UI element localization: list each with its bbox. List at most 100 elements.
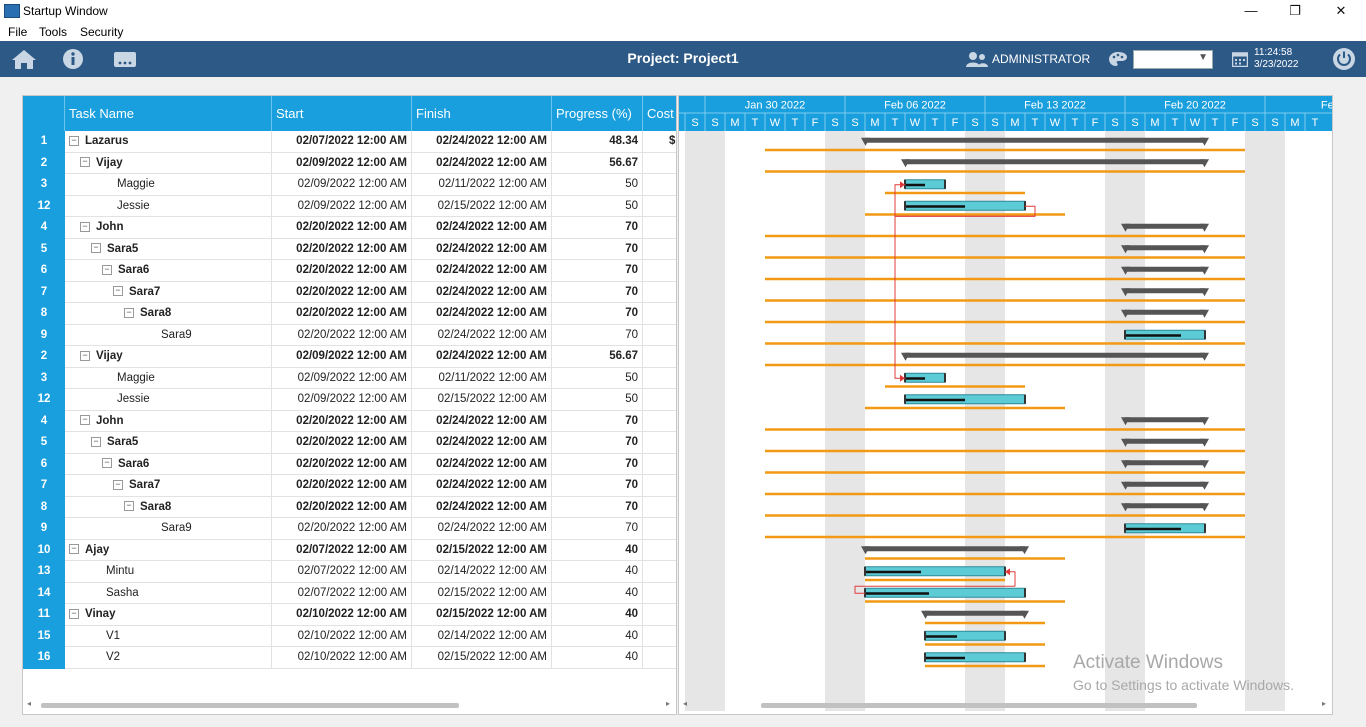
scroll-left-icon[interactable]: ◂	[27, 699, 32, 708]
table-row[interactable]: 3 Maggie 02/09/2022 12:00 AM 02/11/2022 12:…	[23, 174, 676, 196]
table-row[interactable]: 7− Sara7 02/20/2022 12:00 AM 02/24/2022 12:…	[23, 281, 676, 304]
task-name-cell[interactable]: − Vijay	[65, 152, 272, 174]
table-row[interactable]: 10− Ajay 02/07/2022 12:00 AM 02/15/2022 12:…	[23, 539, 676, 562]
cost-cell[interactable]	[643, 389, 676, 411]
cost-cell[interactable]	[643, 153, 676, 175]
progress-cell[interactable]: 70	[552, 496, 643, 518]
task-name-cell[interactable]: Jessie	[65, 195, 272, 217]
scroll-right-icon[interactable]: ▸	[665, 699, 670, 708]
start-cell[interactable]: 02/20/2022 12:00 AM	[272, 453, 412, 475]
cost-cell[interactable]	[643, 282, 676, 304]
task-name-cell[interactable]: Jessie	[65, 389, 272, 411]
more-icon[interactable]	[114, 52, 136, 67]
cost-cell[interactable]	[643, 604, 676, 626]
start-cell[interactable]: 02/20/2022 12:00 AM	[272, 260, 412, 282]
row-id[interactable]: 3	[23, 174, 65, 196]
cost-cell[interactable]	[643, 368, 676, 390]
cost-cell[interactable]	[643, 561, 676, 583]
table-row[interactable]: 14 Sasha 02/07/2022 12:00 AM 02/15/2022 12:…	[23, 582, 676, 604]
table-row[interactable]: 16 V2 02/10/2022 12:00 AM 02/15/2022 12:00 …	[23, 647, 676, 669]
start-cell[interactable]: 02/20/2022 12:00 AM	[272, 475, 412, 497]
home-icon[interactable]	[11, 49, 37, 70]
collapse-icon[interactable]: −	[80, 415, 90, 426]
close-button[interactable]: ✕	[1335, 3, 1347, 18]
header-start[interactable]: Start	[272, 96, 412, 131]
task-name-cell[interactable]: − John	[65, 410, 272, 432]
task-name-cell[interactable]: − Sara8	[65, 496, 272, 518]
start-cell[interactable]: 02/10/2022 12:00 AM	[272, 647, 412, 669]
header-cost[interactable]: Cost	[647, 106, 674, 121]
table-row[interactable]: 7− Sara7 02/20/2022 12:00 AM 02/24/2022 12:…	[23, 475, 676, 497]
task-name-cell[interactable]: − Vinay	[65, 604, 272, 626]
menu-file[interactable]: File	[8, 25, 28, 39]
cost-cell[interactable]	[643, 540, 676, 562]
finish-cell[interactable]: 02/24/2022 12:00 AM	[412, 410, 552, 432]
task-name-cell[interactable]: Maggie	[65, 174, 272, 196]
task-name-cell[interactable]: − Sara5	[65, 432, 272, 454]
finish-cell[interactable]: 02/14/2022 12:00 AM	[412, 561, 552, 583]
progress-cell[interactable]: 70	[552, 260, 643, 282]
finish-cell[interactable]: 02/24/2022 12:00 AM	[412, 131, 552, 153]
row-id[interactable]: 8	[23, 303, 65, 325]
header-id[interactable]	[23, 96, 65, 131]
collapse-icon[interactable]: −	[113, 479, 123, 490]
gantt-scroll-right-icon[interactable]: ▸	[1321, 699, 1326, 708]
row-id[interactable]: 10	[23, 539, 65, 561]
task-name-cell[interactable]: Maggie	[65, 367, 272, 389]
collapse-icon[interactable]: −	[69, 608, 79, 619]
finish-cell[interactable]: 02/14/2022 12:00 AM	[412, 625, 552, 647]
user-name[interactable]: ADMINISTRATOR	[992, 52, 1091, 66]
task-name-cell[interactable]: V1	[65, 625, 272, 647]
progress-cell[interactable]: 56.67	[552, 152, 643, 174]
finish-cell[interactable]: 02/24/2022 12:00 AM	[412, 260, 552, 282]
cost-cell[interactable]	[643, 432, 676, 454]
task-name-cell[interactable]: − Sara6	[65, 260, 272, 282]
finish-cell[interactable]: 02/15/2022 12:00 AM	[412, 582, 552, 604]
row-id[interactable]: 6	[23, 453, 65, 475]
collapse-icon[interactable]: −	[80, 350, 90, 361]
cost-cell[interactable]	[643, 174, 676, 196]
cost-cell[interactable]	[643, 411, 676, 433]
progress-cell[interactable]: 40	[552, 625, 643, 647]
table-row[interactable]: 4− John 02/20/2022 12:00 AM 02/24/2022 12:0…	[23, 217, 676, 239]
header-finish[interactable]: Finish	[412, 96, 552, 131]
task-name-cell[interactable]: V2	[65, 647, 272, 669]
grid-horizontal-scrollbar[interactable]: ◂ ▸	[27, 699, 672, 710]
finish-cell[interactable]: 02/24/2022 12:00 AM	[412, 238, 552, 260]
palette-icon[interactable]	[1108, 51, 1128, 67]
row-id[interactable]: 14	[23, 582, 65, 604]
collapse-icon[interactable]: −	[69, 135, 79, 146]
cost-cell[interactable]	[643, 217, 676, 239]
finish-cell[interactable]: 02/24/2022 12:00 AM	[412, 281, 552, 303]
task-name-cell[interactable]: − John	[65, 217, 272, 239]
table-row[interactable]: 8− Sara8 02/20/2022 12:00 AM 02/24/2022 12:…	[23, 496, 676, 518]
finish-cell[interactable]: 02/15/2022 12:00 AM	[412, 389, 552, 411]
row-id[interactable]: 11	[23, 604, 65, 626]
start-cell[interactable]: 02/09/2022 12:00 AM	[272, 195, 412, 217]
progress-cell[interactable]: 40	[552, 561, 643, 583]
table-row[interactable]: 5− Sara5 02/20/2022 12:00 AM 02/24/2022 12:…	[23, 432, 676, 454]
cost-cell[interactable]	[643, 346, 676, 368]
cost-cell[interactable]	[643, 454, 676, 476]
finish-cell[interactable]: 02/24/2022 12:00 AM	[412, 324, 552, 346]
row-id[interactable]: 16	[23, 647, 65, 669]
start-cell[interactable]: 02/10/2022 12:00 AM	[272, 604, 412, 626]
progress-cell[interactable]: 70	[552, 238, 643, 260]
task-name-cell[interactable]: − Vijay	[65, 346, 272, 368]
progress-cell[interactable]: 40	[552, 604, 643, 626]
progress-cell[interactable]: 70	[552, 432, 643, 454]
task-name-cell[interactable]: Mintu	[65, 561, 272, 583]
start-cell[interactable]: 02/09/2022 12:00 AM	[272, 389, 412, 411]
header-task-name[interactable]: Task Name	[65, 96, 272, 131]
cost-cell[interactable]	[643, 260, 676, 282]
table-row[interactable]: 2− Vijay 02/09/2022 12:00 AM 02/24/2022 12:…	[23, 346, 676, 368]
row-id[interactable]: 4	[23, 410, 65, 432]
collapse-icon[interactable]: −	[91, 436, 101, 447]
start-cell[interactable]: 02/09/2022 12:00 AM	[272, 367, 412, 389]
cost-cell[interactable]	[643, 647, 676, 669]
cost-cell[interactable]	[643, 196, 676, 218]
table-row[interactable]: 11− Vinay 02/10/2022 12:00 AM 02/15/2022 12…	[23, 604, 676, 626]
finish-cell[interactable]: 02/11/2022 12:00 AM	[412, 174, 552, 196]
finish-cell[interactable]: 02/11/2022 12:00 AM	[412, 367, 552, 389]
progress-cell[interactable]: 50	[552, 389, 643, 411]
